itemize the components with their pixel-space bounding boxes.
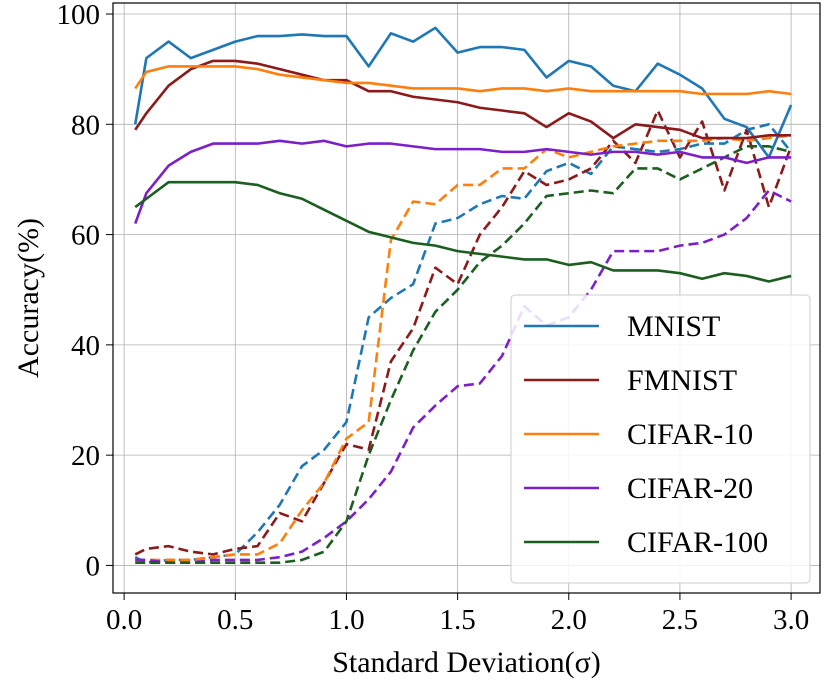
x-axis-label: Standard Deviation(σ) (332, 646, 601, 679)
y-tick-label: 100 (57, 0, 101, 31)
y-tick-label: 40 (71, 330, 100, 362)
mnist-solid-line (133, 26, 793, 159)
fmnist-dashed-line (134, 109, 793, 556)
y-tick-label: 60 (71, 220, 100, 252)
legend-box (510, 294, 811, 584)
series-lines (133, 26, 793, 564)
plot-area-frame (112, 2, 821, 594)
y-tick-label: 80 (71, 109, 100, 141)
legend-label-fmnist: FMNIST (627, 364, 737, 397)
cifar-20-dashed-line (135, 189, 792, 564)
y-tick-label: 0 (86, 550, 101, 582)
x-tick-label: 1.5 (439, 604, 475, 636)
cifar-100-solid-line (134, 180, 792, 283)
legend-label-cifar-100: CIFAR-100 (627, 526, 768, 559)
legend: MNIST FMNIST CIFAR-10 CIFAR-20 CIFAR-100 (510, 294, 811, 584)
cifar-10-dashed-line (135, 134, 792, 562)
x-tick-label: 1.0 (328, 604, 364, 636)
axis-ticks: 0.0 0.5 1.0 1.5 2.0 2.5 3.0 0 20 40 60 80 100 (57, 0, 810, 636)
cifar-10-solid-line (134, 65, 792, 96)
cifar-20-solid-line (134, 139, 792, 225)
x-tick-label: 0.0 (106, 604, 142, 636)
legend-label-cifar-10: CIFAR-10 (627, 418, 753, 451)
x-tick-label: 0.5 (217, 604, 253, 636)
legend-label-mnist: MNIST (627, 310, 720, 343)
legend-label-cifar-20: CIFAR-20 (627, 472, 753, 505)
mnist-dashed-line (134, 123, 793, 564)
cifar-100-dashed-line (135, 145, 792, 564)
y-axis-label: Accuracy(%) (12, 218, 45, 378)
x-tick-label: 3.0 (773, 604, 809, 636)
fmnist-solid-line (134, 59, 792, 140)
x-tick-label: 2.0 (551, 604, 587, 636)
y-tick-label: 20 (71, 440, 100, 472)
x-tick-label: 2.5 (662, 604, 698, 636)
